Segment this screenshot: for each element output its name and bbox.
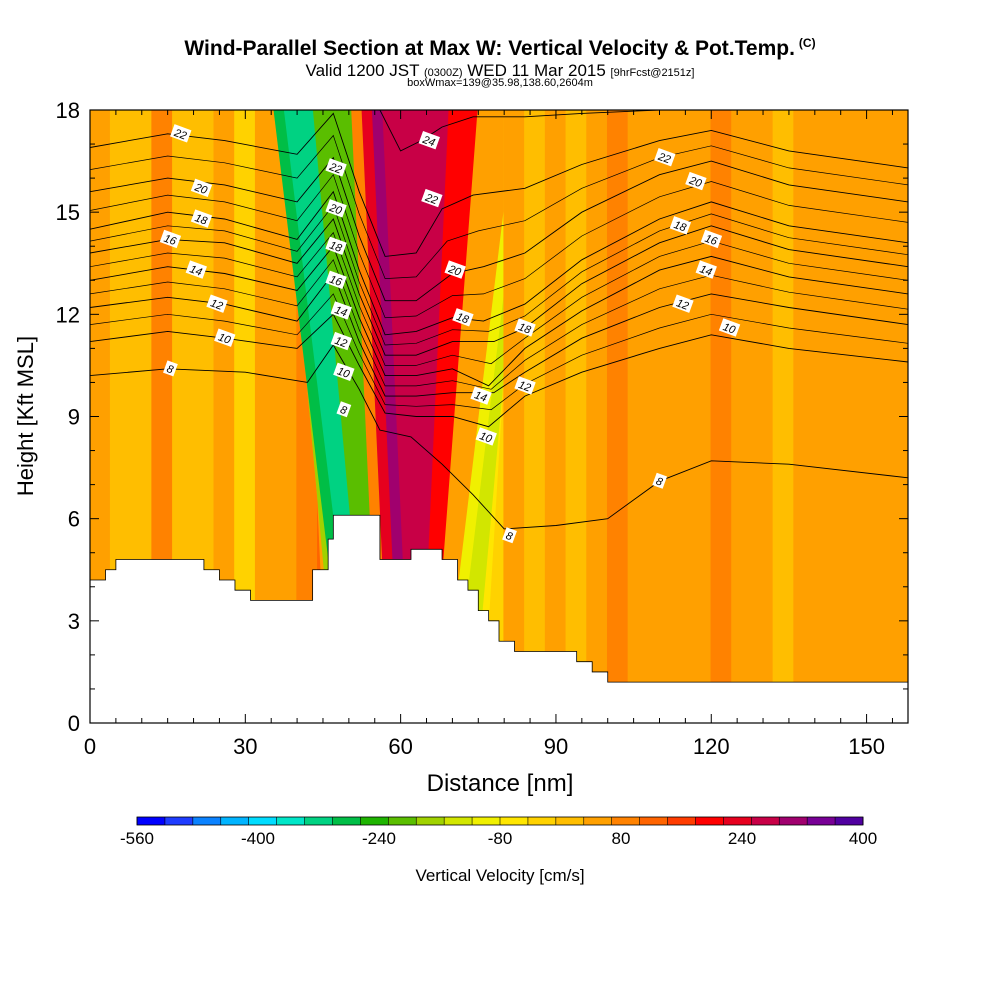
colorbar-swatch [193, 817, 221, 825]
velocity-band [836, 110, 867, 723]
colorbar-swatch [444, 817, 472, 825]
colorbar-swatch [723, 817, 751, 825]
velocity-band [711, 110, 732, 723]
colorbar-swatch [277, 817, 305, 825]
colorbar-swatch [332, 817, 360, 825]
colorbar-tick-label: -400 [241, 829, 275, 848]
colorbar-swatch [556, 817, 584, 825]
velocity-band [794, 110, 815, 723]
colorbar-tick-label: -560 [120, 829, 154, 848]
colorbar-swatch [388, 817, 416, 825]
colorbar-swatch [668, 817, 696, 825]
x-tick-label: 150 [848, 734, 885, 759]
colorbar-swatch [500, 817, 528, 825]
velocity-band [773, 110, 794, 723]
colorbar-swatch [612, 817, 640, 825]
colorbar-swatch [779, 817, 807, 825]
y-tick-label: 12 [56, 302, 80, 327]
colorbar-swatch [416, 817, 444, 825]
colorbar-tick-label: 80 [612, 829, 631, 848]
colorbar-swatch [249, 817, 277, 825]
velocity-band [670, 110, 691, 723]
colorbar-swatch [584, 817, 612, 825]
y-tick-label: 15 [56, 200, 80, 225]
colorbar-swatch [472, 817, 500, 825]
colorbar: -560 -400 -240 -80 80 240 400 [120, 817, 877, 848]
x-tick-label: 30 [233, 734, 257, 759]
colorbar-tick-label: -80 [488, 829, 513, 848]
colorbar-swatch [137, 817, 165, 825]
velocity-band [691, 110, 712, 723]
colorbar-swatch [360, 817, 388, 825]
colorbar-swatch [751, 817, 779, 825]
y-tick-label: 18 [56, 98, 80, 123]
colorbar-swatch [305, 817, 333, 825]
velocity-band [815, 110, 836, 723]
velocity-band [546, 110, 567, 723]
colorbar-swatch [695, 817, 723, 825]
velocity-band [566, 110, 587, 723]
x-axis-label: Distance [nm] [427, 770, 574, 797]
velocity-band [732, 110, 753, 723]
y-tick-label: 3 [68, 609, 80, 634]
figure: Wind-Parallel Section at Max W: Vertical… [0, 0, 1000, 1000]
colorbar-tick-label: 240 [728, 829, 756, 848]
colorbar-swatch [807, 817, 835, 825]
colorbar-swatch [640, 817, 668, 825]
colorbar-swatch [221, 817, 249, 825]
colorbar-tick-label: -240 [362, 829, 396, 848]
velocity-band [504, 110, 525, 723]
velocity-band [649, 110, 670, 723]
colorbar-swatch [165, 817, 193, 825]
velocity-band [525, 110, 546, 723]
x-tick-label: 0 [84, 734, 96, 759]
y-axis-label: Height [Kft MSL] [13, 336, 38, 496]
velocity-band [628, 110, 649, 723]
x-tick-label: 120 [693, 734, 730, 759]
colorbar-swatch [835, 817, 863, 825]
cross-section-plot: 2220181614121082220181614121082422201814… [0, 0, 1000, 1000]
y-tick-label: 6 [68, 507, 80, 532]
velocity-band [753, 110, 774, 723]
y-tick-label: 0 [68, 711, 80, 736]
colorbar-tick-label: 400 [849, 829, 877, 848]
x-tick-label: 90 [544, 734, 568, 759]
colorbar-swatch [528, 817, 556, 825]
x-tick-label: 60 [388, 734, 412, 759]
colorbar-label: Vertical Velocity [cm/s] [415, 866, 584, 885]
velocity-band [608, 110, 629, 723]
y-tick-label: 9 [68, 405, 80, 430]
velocity-band [587, 110, 608, 723]
